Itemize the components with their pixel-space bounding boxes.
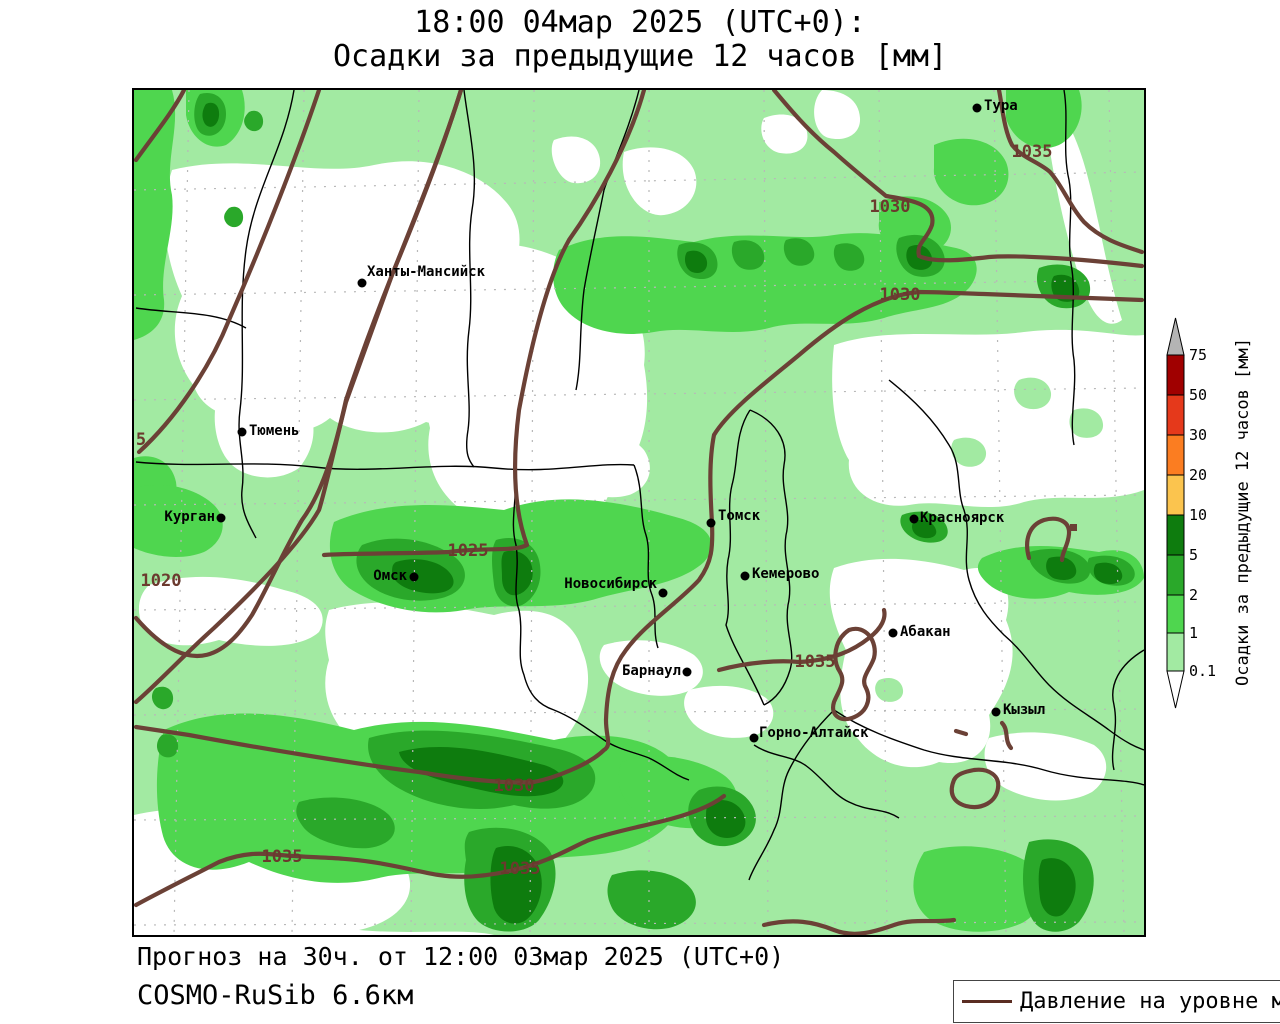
city-label: Горно-Алтайск — [759, 725, 869, 741]
city-dot — [740, 571, 750, 581]
city-label: Красноярск — [920, 510, 1005, 526]
colorbar-tick: 30 — [1189, 426, 1207, 444]
colorbar-overflow-arrow — [1166, 317, 1185, 356]
isobar-label: 1020 — [141, 571, 182, 591]
isobar-label: 1035 — [1012, 142, 1053, 162]
colorbar-tick: 20 — [1189, 466, 1207, 484]
colorbar-tick: 1 — [1189, 624, 1198, 642]
forecast-info-line: Прогноз на 30ч. от 12:00 03мар 2025 (UTC… — [137, 942, 785, 971]
map-canvas: 1035 1030 1030 1025 1020 5 1030 1035 1035 1035 Ту… — [134, 90, 1144, 935]
isobar-legend-label: Давление на уровне моря — [1020, 989, 1280, 1014]
city-dot — [216, 513, 226, 523]
city-dot — [658, 588, 668, 598]
isobar-label: 1025 — [448, 541, 489, 561]
city-dot — [909, 514, 919, 524]
city-label: Новосибирск — [564, 576, 657, 592]
colorbar-segment — [1166, 394, 1185, 436]
isobar-labels-layer: 1035 1030 1030 1025 1020 5 1030 1035 1035 1035 — [136, 142, 1053, 879]
city-label: Барнаул — [622, 663, 681, 679]
city-dot — [409, 572, 419, 582]
colorbar-segment — [1166, 632, 1185, 672]
colorbar-underflow-arrow — [1166, 670, 1185, 709]
colorbar-title: Осадки за предыдущие 12 часов [мм] — [1233, 338, 1253, 686]
title-variable: Осадки за предыдущие 12 часов [мм] — [332, 39, 948, 74]
colorbar-tick: 0.1 — [1189, 662, 1216, 680]
isobar-label: 1030 — [880, 285, 921, 305]
isobar-label: 1030 — [494, 776, 535, 796]
colorbar-segment — [1166, 354, 1185, 396]
colorbar-canvas: 75 50 30 20 10 5 2 1 0.1 — [1166, 317, 1216, 709]
city-dot — [237, 427, 247, 437]
model-name-line: COSMO-RuSib 6.6км — [137, 980, 414, 1011]
pressure-legend: Давление на уровне моря — [953, 980, 1280, 1023]
city-dot — [706, 518, 716, 528]
isobar-legend-line — [962, 1000, 1012, 1003]
precip-colorbar: 75 50 30 20 10 5 2 1 0.1 — [1160, 310, 1280, 720]
isobar-label: 1035 — [500, 859, 541, 879]
city-label: Кемерово — [752, 566, 819, 582]
city-dot — [682, 667, 692, 677]
isobar-label: 1035 — [262, 847, 303, 867]
colorbar-tick: 2 — [1189, 586, 1198, 604]
isobar-label: 5 — [136, 430, 146, 450]
city-dot — [888, 628, 898, 638]
dry-areas-layer — [134, 90, 1144, 935]
isobar-label: 1035 — [795, 652, 836, 672]
title-datetime: 18:00 04мар 2025 (UTC+0): — [414, 5, 866, 40]
region-borders-layer — [135, 90, 1144, 881]
city-label: Тура — [984, 98, 1018, 114]
colorbar-tick: 75 — [1189, 346, 1207, 364]
city-dot — [991, 707, 1001, 717]
city-label: Кызыл — [1003, 702, 1045, 718]
city-dot — [749, 733, 759, 743]
city-dot — [357, 278, 367, 288]
colorbar-tick: 5 — [1189, 546, 1198, 564]
isobar-label: 1030 — [870, 197, 911, 217]
colorbar-segment — [1166, 434, 1185, 476]
colorbar-segment — [1166, 514, 1185, 556]
colorbar-tick: 10 — [1189, 506, 1207, 524]
isobars-layer — [134, 90, 1144, 935]
colorbar-segment — [1166, 554, 1185, 596]
city-label: Абакан — [900, 624, 951, 640]
graticule-layer — [134, 90, 1144, 935]
city-label: Курган — [164, 509, 215, 525]
precip-light-islands — [875, 377, 1104, 702]
city-label: Томск — [718, 508, 761, 524]
colorbar-segment — [1166, 474, 1185, 516]
forecast-map: 1035 1030 1030 1025 1020 5 1030 1035 1035 1035 Ту… — [132, 88, 1146, 937]
city-label: Омск — [373, 568, 407, 584]
map-title: 18:00 04мар 2025 (UTC+0): Осадки за пред… — [0, 6, 1280, 74]
cities-layer: Тура Ханты-Мансийск Тюмень Курган Омск Томск К… — [164, 98, 1045, 743]
colorbar-segment — [1166, 594, 1185, 634]
city-dot — [972, 103, 982, 113]
colorbar-tick: 50 — [1189, 386, 1207, 404]
city-label: Тюмень — [249, 423, 300, 439]
city-label: Ханты-Мансийск — [367, 264, 486, 280]
